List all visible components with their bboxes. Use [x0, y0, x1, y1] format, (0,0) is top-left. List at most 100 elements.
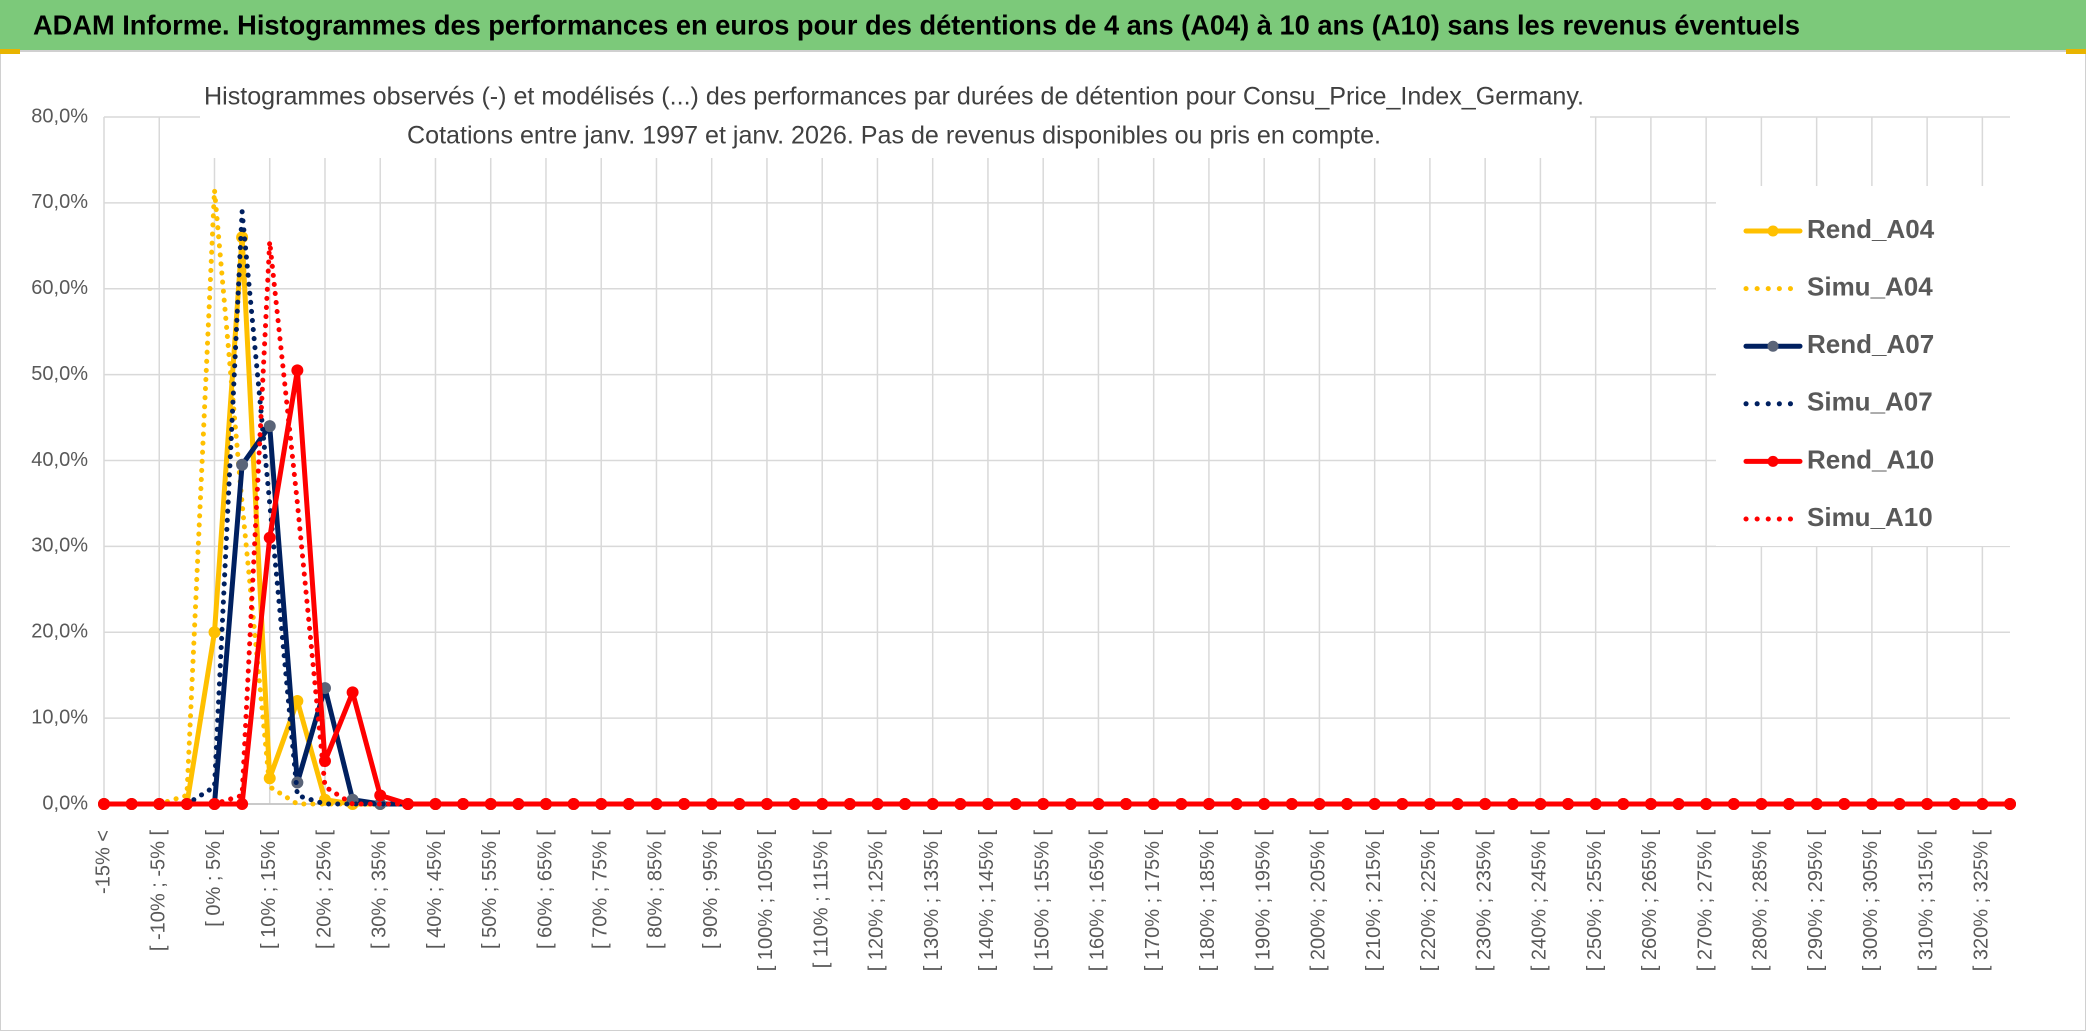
- data-point: [263, 420, 276, 433]
- data-point: [539, 798, 552, 810]
- data-point: [1479, 798, 1492, 810]
- data-point: [1230, 798, 1243, 810]
- data-point: [1976, 798, 1989, 810]
- y-tick-label: 10,0%: [31, 706, 88, 728]
- data-point: [1617, 798, 1630, 810]
- data-point: [1755, 798, 1768, 810]
- data-point: [1865, 798, 1878, 810]
- x-tick-label: [ -10% ; -5% [: [148, 830, 170, 952]
- data-point: [1092, 798, 1105, 810]
- data-point: [1396, 798, 1409, 810]
- data-point: [98, 798, 110, 810]
- x-tick-label: [ 280% ; 285% [: [1750, 830, 1772, 972]
- data-point: [650, 798, 663, 810]
- data-point: [1120, 798, 1133, 810]
- data-point: [1009, 798, 1022, 810]
- x-tick-label: [ 40% ; 45% [: [424, 830, 446, 949]
- data-point: [318, 755, 331, 768]
- data-point: [1258, 798, 1271, 810]
- data-point: [125, 798, 138, 810]
- data-point: [2004, 798, 2016, 810]
- data-point: [1285, 798, 1298, 810]
- x-tick-label: [ 110% ; 115% [: [810, 830, 832, 969]
- x-tick-label: [ 200% ; 205% [: [1308, 830, 1330, 972]
- y-tick-label: 0,0%: [42, 792, 88, 814]
- data-point: [1341, 798, 1354, 810]
- legend: Rend_A04 Simu_A04 Rend_A07 Simu_A07 Rend_A10…: [1743, 214, 1935, 532]
- x-tick-label: [ 270% ; 275% [: [1694, 830, 1716, 972]
- header-bar: [0, 0, 2086, 51]
- x-tick-label: [ 10% ; 15% [: [258, 830, 280, 949]
- data-point: [1644, 798, 1657, 810]
- x-tick-label: [ 180% ; 185% [: [1197, 830, 1219, 972]
- x-tick-label: [ 250% ; 255% [: [1584, 830, 1606, 972]
- data-point: [180, 798, 193, 810]
- legend-label: Rend_A04: [1807, 214, 1935, 244]
- data-point: [236, 798, 249, 810]
- data-point: [981, 798, 994, 810]
- data-point: [1202, 798, 1215, 810]
- data-point: [263, 531, 276, 544]
- y-tick-label: 40,0%: [31, 449, 88, 471]
- x-tick-label: [ 290% ; 295% [: [1805, 830, 1827, 972]
- data-point: [567, 798, 580, 810]
- x-tick-label: [ 90% ; 95% [: [700, 830, 722, 949]
- x-tick-label: [ 70% ; 75% [: [589, 830, 611, 949]
- data-point: [1838, 798, 1851, 810]
- x-tick-label: [ 310% ; 315% [: [1915, 830, 1937, 972]
- x-tick-label: [ 220% ; 225% [: [1418, 830, 1440, 972]
- data-point: [1175, 798, 1188, 810]
- x-tick-label: [ 320% ; 325% [: [1971, 830, 1993, 972]
- data-point: [1506, 798, 1519, 810]
- data-point: [1948, 798, 1961, 810]
- data-point: [1064, 798, 1077, 810]
- data-point: [705, 798, 718, 810]
- page-title: ADAM Informe. Histogrammes des performan…: [33, 9, 1800, 40]
- legend-label: Simu_A10: [1807, 502, 1933, 532]
- data-point: [760, 798, 773, 810]
- title-box: [200, 76, 1590, 158]
- x-tick-label: [ 50% ; 55% [: [479, 830, 501, 949]
- legend-box: [1716, 186, 2010, 546]
- data-point: [1893, 798, 1906, 810]
- y-tick-label: 70,0%: [31, 191, 88, 213]
- x-tick-label: [ 140% ; 145% [: [976, 830, 998, 972]
- x-tick-label: [ 30% ; 35% [: [369, 830, 391, 949]
- x-tick-label: [ 230% ; 235% [: [1473, 830, 1495, 972]
- data-point: [512, 798, 525, 810]
- corner-mark: [2066, 49, 2086, 54]
- x-tick-label: [ 80% ; 85% [: [645, 830, 667, 949]
- data-point: [1534, 798, 1547, 810]
- data-point: [1921, 798, 1934, 810]
- data-point: [208, 798, 221, 810]
- data-point: [401, 798, 414, 810]
- x-tick-label: [ 0% ; 5% [: [203, 830, 225, 927]
- data-point: [678, 798, 691, 810]
- corner-mark: [0, 49, 20, 54]
- data-point: [622, 798, 635, 810]
- plot-area: 0,0% 10,0% 20,0% 30,0% 40,0% 50,0% 60,0% 70,0% 8…: [31, 105, 2016, 972]
- data-point: [871, 798, 884, 810]
- chart-title: Histogrammes observés (-) et modélisés (…: [204, 83, 1584, 111]
- data-point: [457, 798, 470, 810]
- legend-label: Rend_A07: [1807, 329, 1934, 359]
- data-point: [733, 798, 746, 810]
- x-tick-label: [ 160% ; 165% [: [1087, 830, 1109, 972]
- data-point: [1423, 798, 1436, 810]
- data-point: [1700, 798, 1713, 810]
- data-point: [1727, 798, 1740, 810]
- data-point: [595, 798, 608, 810]
- chart-subtitle: Cotations entre janv. 1997 et janv. 2026…: [407, 122, 1381, 150]
- legend-label: Simu_A07: [1807, 387, 1933, 417]
- data-point: [816, 798, 829, 810]
- x-tick-label: [ 240% ; 245% [: [1529, 830, 1551, 972]
- data-point: [1037, 798, 1050, 810]
- data-point: [1368, 798, 1381, 810]
- data-point: [1589, 798, 1602, 810]
- x-tick-label: -15% <: [92, 830, 114, 894]
- data-point: [429, 798, 442, 810]
- legend-label: Rend_A10: [1807, 444, 1934, 474]
- y-tick-label: 30,0%: [31, 535, 88, 557]
- data-point: [1783, 798, 1796, 810]
- x-tick-label: [ 150% ; 155% [: [1031, 830, 1053, 972]
